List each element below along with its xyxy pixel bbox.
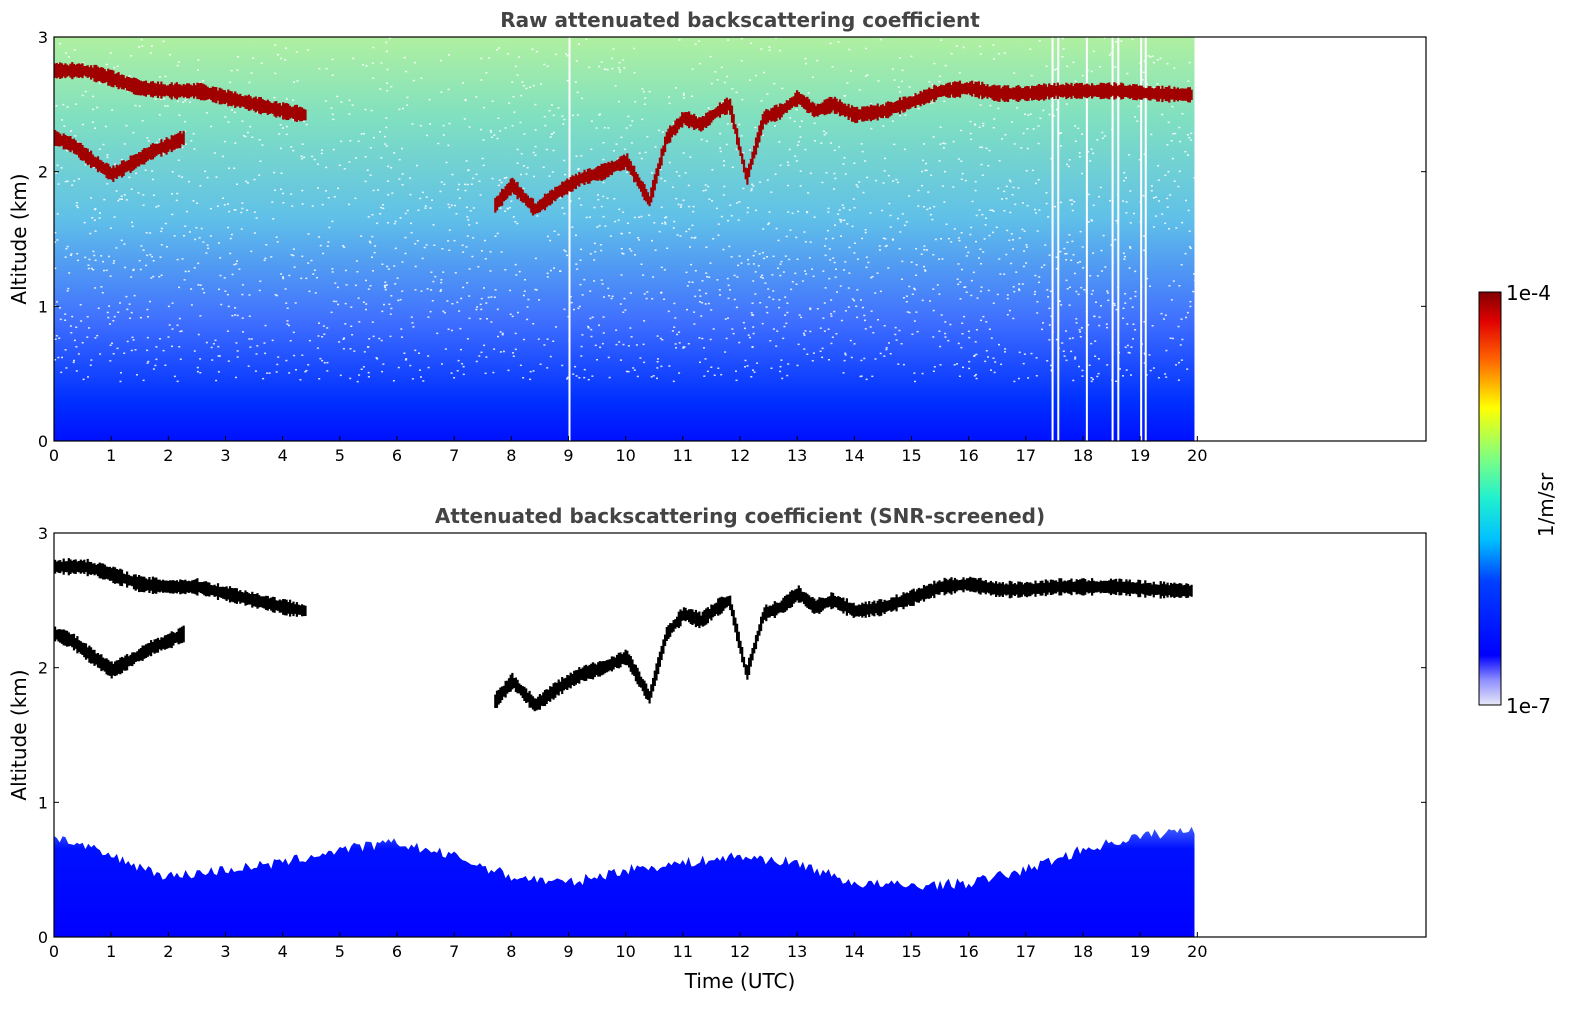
x-tick-label: 4 xyxy=(278,942,288,961)
cloud-layer xyxy=(54,62,307,122)
raw-panel: Raw attenuated backscattering coefficien… xyxy=(7,8,1427,465)
x-tick-label: 12 xyxy=(730,446,750,465)
x-tick-label: 18 xyxy=(1073,446,1093,465)
x-tick-label: 14 xyxy=(844,446,864,465)
x-tick-label: 20 xyxy=(1187,942,1207,961)
snr-panel: Attenuated backscattering coefficient (S… xyxy=(7,504,1427,993)
raw-plot-area xyxy=(54,37,1197,441)
x-tick-label: 7 xyxy=(449,446,459,465)
y-tick-label: 1 xyxy=(38,297,48,316)
x-tick-label: 1 xyxy=(106,942,116,961)
y-tick-label: 3 xyxy=(38,524,48,543)
x-tick-label: 15 xyxy=(901,446,921,465)
raw-data-gap xyxy=(1051,37,1054,441)
y-tick-label: 0 xyxy=(38,928,48,947)
cloud-layer xyxy=(494,80,1193,216)
snr-plot-area xyxy=(54,558,1195,937)
x-tick-label: 19 xyxy=(1130,446,1150,465)
x-tick-label: 13 xyxy=(787,446,807,465)
cloud-layer xyxy=(494,576,1193,712)
cloud-layer xyxy=(54,625,185,679)
x-tick-label: 6 xyxy=(392,942,402,961)
x-tick-label: 0 xyxy=(49,942,59,961)
colorbar-gradient xyxy=(1478,291,1502,706)
x-tick-label: 2 xyxy=(163,942,173,961)
raw-data-gap xyxy=(1111,37,1114,441)
x-tick-label: 4 xyxy=(278,446,288,465)
x-tick-label: 5 xyxy=(335,942,345,961)
x-tick-label: 9 xyxy=(563,942,573,961)
raw-noise-speckle xyxy=(54,37,1197,383)
x-tick-label: 2 xyxy=(163,446,173,465)
y-tick-label: 0 xyxy=(38,432,48,451)
x-tick-label: 10 xyxy=(615,446,635,465)
snr-x-axis: 0 1 2 3 4 5 6 7 8 9 10 11 12 13 14 15 16 17 18 19 20 xyxy=(49,932,1208,961)
x-tick-label: 0 xyxy=(49,446,59,465)
x-tick-label: 8 xyxy=(506,942,516,961)
raw-data-gap xyxy=(1117,37,1120,441)
raw-y-axis-label: Altitude (km) xyxy=(7,173,31,304)
x-tick-label: 7 xyxy=(449,942,459,961)
x-tick-label: 13 xyxy=(787,942,807,961)
colorbar-min-label: 1e-7 xyxy=(1506,694,1551,718)
x-tick-label: 17 xyxy=(1016,446,1036,465)
x-tick-label: 15 xyxy=(901,942,921,961)
x-tick-label: 1 xyxy=(106,446,116,465)
x-tick-label: 6 xyxy=(392,446,402,465)
x-tick-label: 11 xyxy=(673,942,693,961)
x-tick-label: 10 xyxy=(615,942,635,961)
raw-data-gap xyxy=(1085,37,1088,441)
raw-data-gap xyxy=(568,37,571,441)
x-tick-label: 17 xyxy=(1016,942,1036,961)
snr-y-axis: 0 1 2 3 xyxy=(38,524,1426,947)
y-tick-label: 3 xyxy=(38,28,48,47)
x-tick-label: 16 xyxy=(958,942,978,961)
x-tick-label: 20 xyxy=(1187,446,1207,465)
snr-panel-title: Attenuated backscattering coefficient (S… xyxy=(435,504,1045,528)
cloud-layer xyxy=(54,130,185,182)
colorbar: 1e-4 1e-7 1/m/sr xyxy=(1478,281,1558,718)
colorbar-unit-label: 1/m/sr xyxy=(1534,472,1558,537)
raw-data-gap xyxy=(1140,37,1143,441)
raw-y-axis: 0 1 2 3 xyxy=(38,28,1426,451)
y-tick-label: 1 xyxy=(38,793,48,812)
x-tick-label: 14 xyxy=(844,942,864,961)
boundary-layer-aerosol xyxy=(54,826,1195,937)
raw-data-gap xyxy=(1057,37,1060,441)
snr-y-axis-label: Altitude (km) xyxy=(7,669,31,800)
raw-panel-title: Raw attenuated backscattering coefficien… xyxy=(500,8,980,32)
raw-data-gap xyxy=(1144,37,1147,441)
cloud-layer xyxy=(54,558,307,617)
x-tick-label: 11 xyxy=(673,446,693,465)
x-tick-label: 19 xyxy=(1130,942,1150,961)
y-tick-label: 2 xyxy=(38,659,48,678)
x-tick-label: 3 xyxy=(220,942,230,961)
x-tick-label: 9 xyxy=(563,446,573,465)
x-axis-label: Time (UTC) xyxy=(684,969,796,993)
raw-x-axis: 0 1 2 3 4 5 6 7 8 9 10 11 12 13 14 15 16 17 18 19 20 xyxy=(49,436,1208,465)
x-tick-label: 16 xyxy=(958,446,978,465)
x-tick-label: 18 xyxy=(1073,942,1093,961)
x-tick-label: 3 xyxy=(220,446,230,465)
y-tick-label: 2 xyxy=(38,163,48,182)
x-tick-label: 8 xyxy=(506,446,516,465)
colorbar-max-label: 1e-4 xyxy=(1506,281,1551,305)
x-tick-label: 12 xyxy=(730,942,750,961)
x-tick-label: 5 xyxy=(335,446,345,465)
